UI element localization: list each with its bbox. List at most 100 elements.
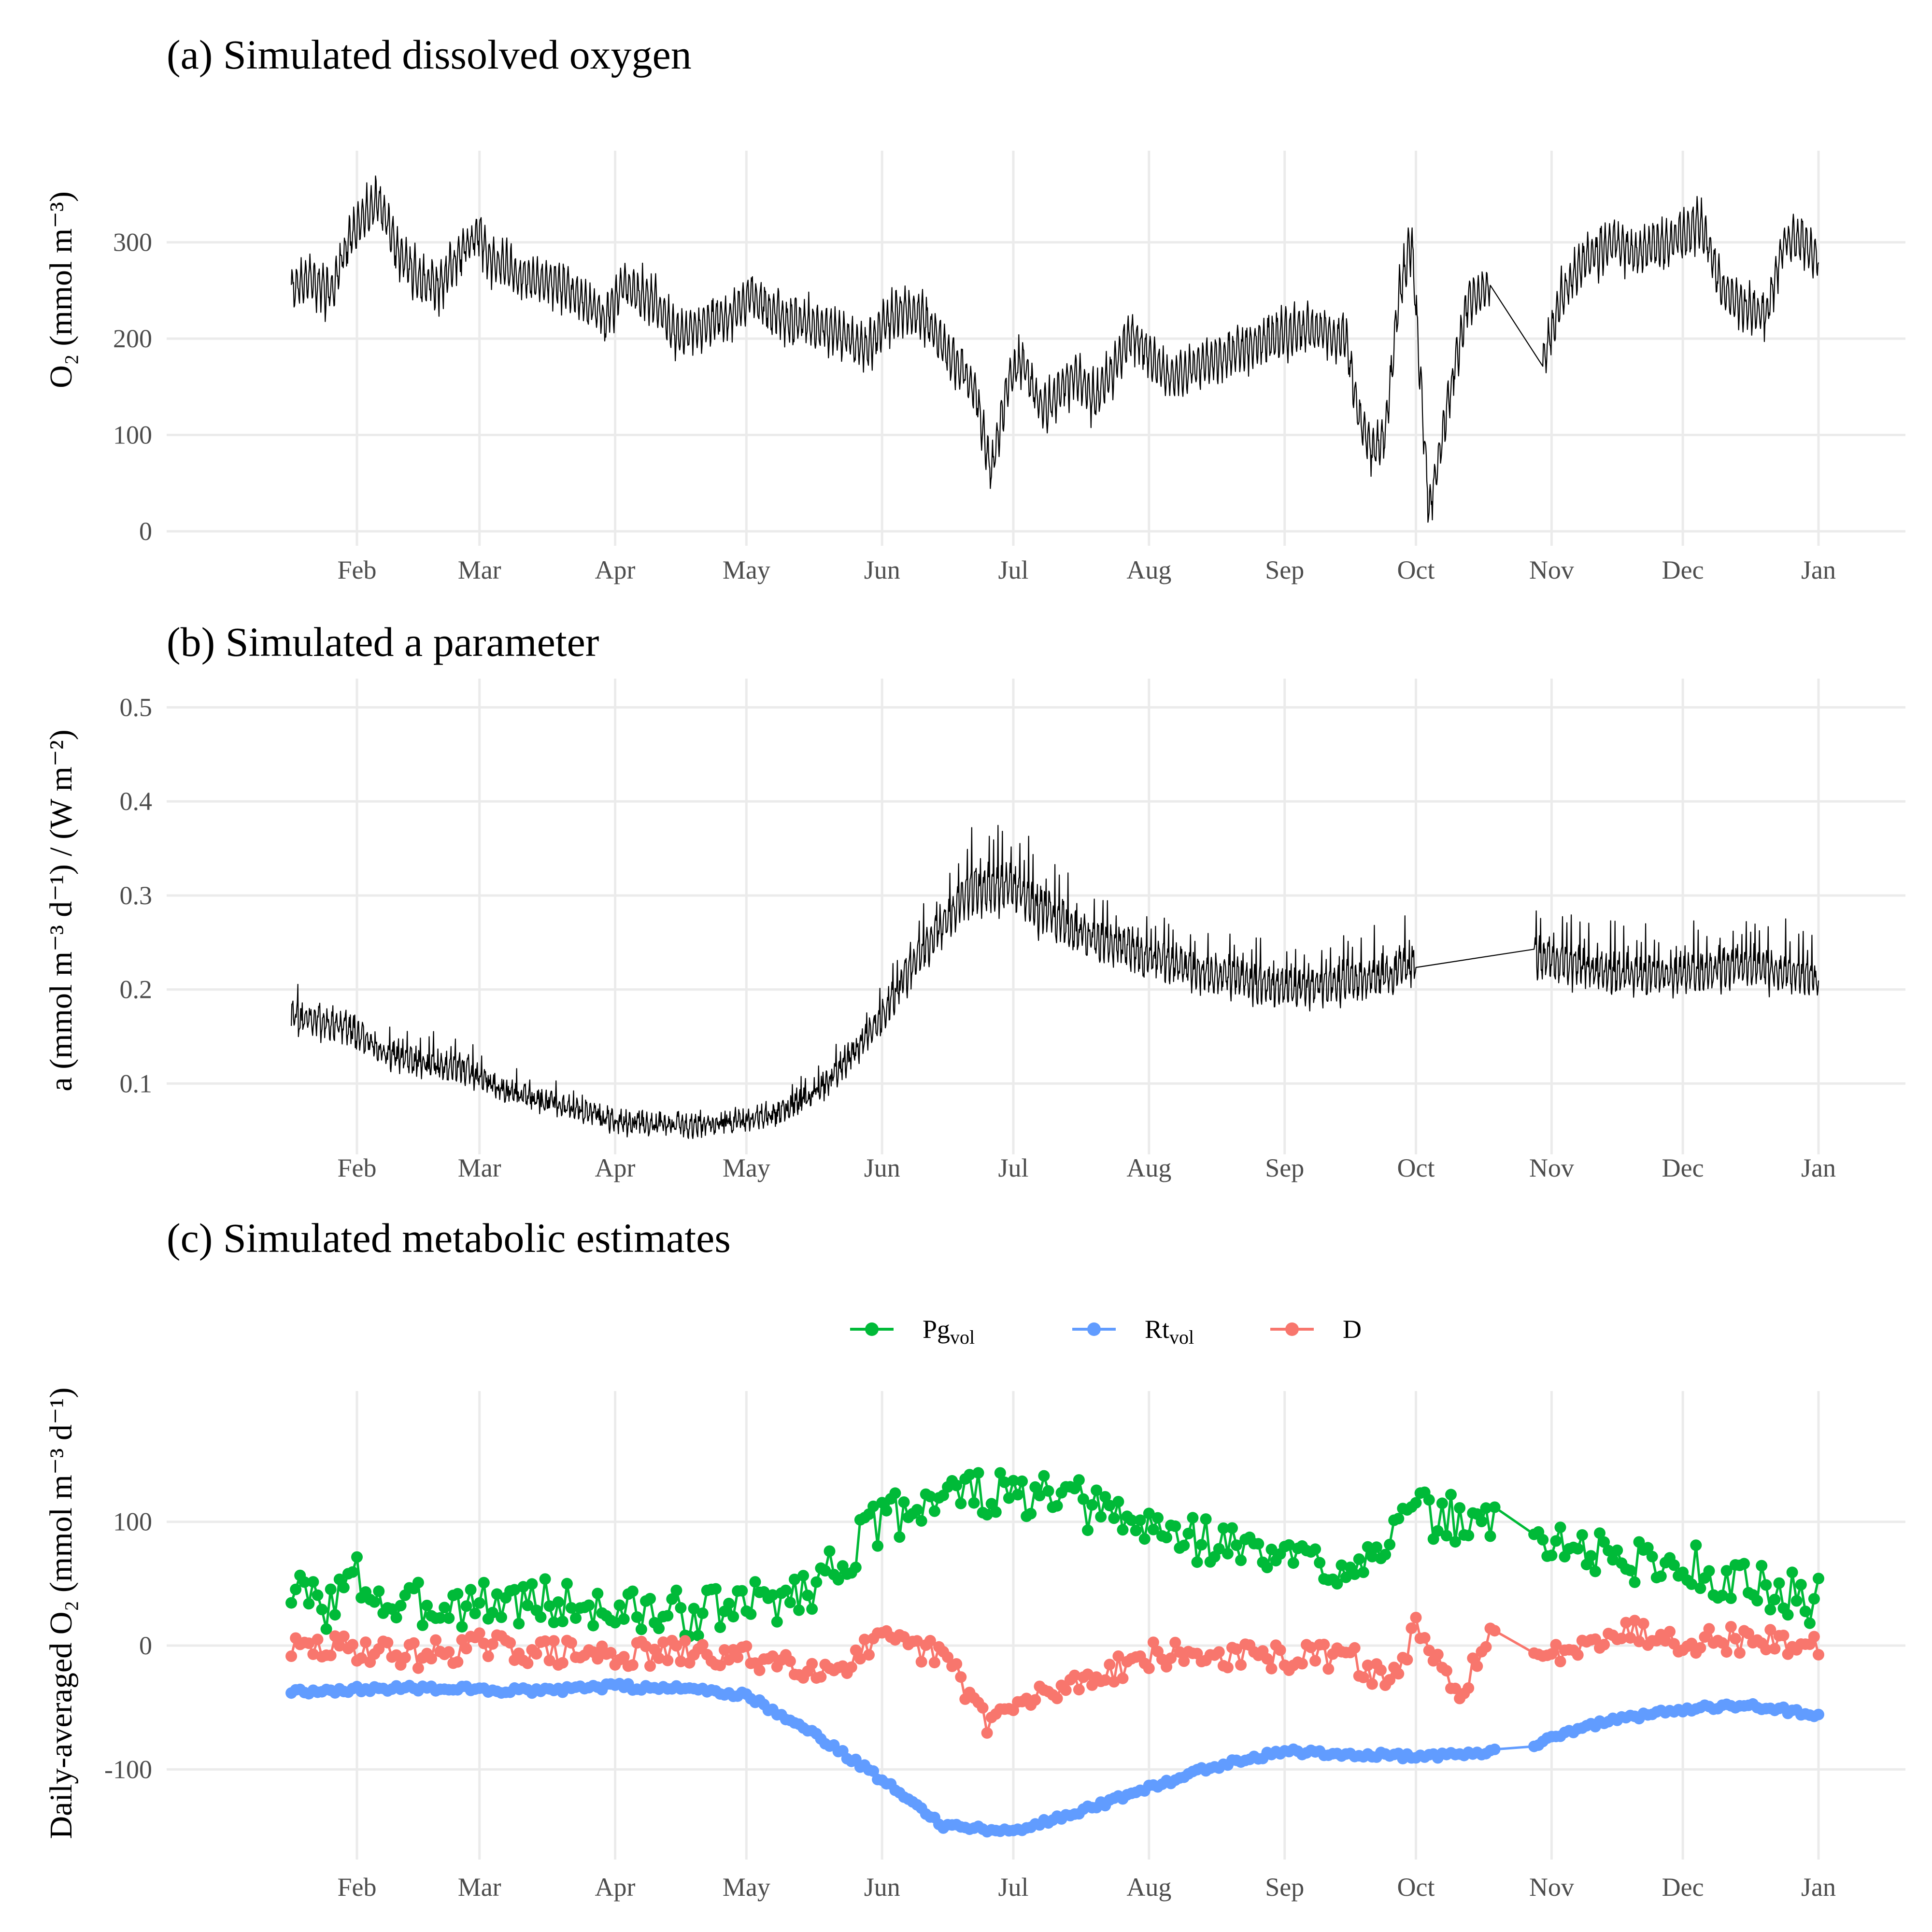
- data-point-pg: [307, 1576, 319, 1588]
- data-point-d: [1274, 1644, 1286, 1656]
- data-point-d: [605, 1647, 617, 1659]
- x-tick-label: Sep: [1265, 555, 1304, 584]
- data-point-d: [1349, 1642, 1361, 1654]
- x-tick-label: Oct: [1397, 1153, 1435, 1182]
- data-point-d: [1392, 1668, 1405, 1680]
- data-point-pg: [951, 1479, 963, 1492]
- data-point-pg: [434, 1612, 446, 1624]
- data-point-pg: [1195, 1539, 1208, 1551]
- panel-dissolved-oxygen: (a) Simulated dissolved oxygen 0 100 200 30…: [43, 31, 1905, 584]
- panel-title: (c) Simulated metabolic estimates: [167, 1215, 731, 1261]
- data-point-pg: [1349, 1568, 1361, 1580]
- data-point-d: [1108, 1676, 1120, 1688]
- data-point-pg: [369, 1596, 381, 1608]
- data-point-pg: [1585, 1550, 1597, 1562]
- y-tick-label: -100: [104, 1755, 152, 1784]
- data-point-d: [285, 1650, 298, 1662]
- plot-layer: [291, 824, 1819, 1139]
- y-tick-label: 100: [113, 1507, 152, 1536]
- legend-key-point: [865, 1322, 879, 1336]
- data-point-pg: [1655, 1570, 1667, 1582]
- data-point-pg: [1725, 1592, 1737, 1604]
- legend-label: D: [1343, 1315, 1362, 1344]
- data-point-pg: [1440, 1530, 1452, 1542]
- data-point-d: [1808, 1631, 1820, 1643]
- data-point-d: [1637, 1618, 1649, 1630]
- data-point-pg: [565, 1602, 577, 1614]
- data-point-pg: [1484, 1530, 1496, 1542]
- data-point-pg: [631, 1611, 643, 1623]
- data-point-d: [657, 1636, 669, 1648]
- data-point-pg: [1147, 1523, 1159, 1535]
- data-point-pg: [793, 1604, 805, 1616]
- data-point-pg: [1008, 1475, 1019, 1487]
- panel-title: (a) Simulated dissolved oxygen: [167, 31, 692, 78]
- x-tick-label: Feb: [338, 555, 377, 584]
- data-point-pg: [1235, 1554, 1247, 1566]
- data-point-d: [675, 1655, 687, 1667]
- data-point-pg: [832, 1574, 844, 1586]
- data-point-pg: [1091, 1484, 1103, 1496]
- data-point-d: [1174, 1646, 1186, 1658]
- data-point-pg: [1117, 1524, 1129, 1536]
- data-point-pg: [443, 1612, 455, 1624]
- data-point-d: [1112, 1650, 1124, 1662]
- data-point-d: [539, 1635, 551, 1647]
- data-point-d: [1222, 1662, 1234, 1674]
- data-point-pg: [1187, 1512, 1199, 1524]
- data-point-d: [1235, 1659, 1247, 1671]
- x-tick-label: Sep: [1265, 1153, 1304, 1182]
- data-point-pg: [881, 1505, 893, 1517]
- data-point-d: [1401, 1654, 1413, 1666]
- data-point-pg: [1366, 1550, 1378, 1563]
- data-point-pg: [964, 1469, 976, 1481]
- data-point-pg: [1694, 1582, 1706, 1594]
- data-point-pg: [1371, 1541, 1382, 1553]
- data-point-pg: [1261, 1562, 1273, 1574]
- data-point-pg: [1287, 1557, 1299, 1569]
- data-point-pg: [535, 1611, 547, 1623]
- data-point-pg: [998, 1476, 1010, 1488]
- data-point-pg: [1756, 1560, 1768, 1572]
- data-point-pg: [1068, 1482, 1080, 1494]
- data-point-d: [719, 1644, 730, 1656]
- data-point-pg: [285, 1597, 298, 1609]
- legend-key-point: [1087, 1322, 1101, 1336]
- data-point-pg: [1025, 1507, 1037, 1520]
- data-point-d: [1362, 1659, 1374, 1671]
- data-point-pg: [1082, 1524, 1094, 1536]
- data-point-pg: [810, 1576, 823, 1588]
- data-point-d: [859, 1634, 870, 1646]
- data-point-pg: [990, 1506, 1002, 1518]
- data-point-pg: [1476, 1516, 1488, 1527]
- data-point-pg: [513, 1618, 525, 1630]
- data-point-d: [1616, 1633, 1628, 1645]
- data-point-pg: [924, 1491, 936, 1503]
- data-point-pg: [1309, 1543, 1321, 1555]
- data-point-pg: [421, 1600, 433, 1611]
- plot-layer: [285, 1467, 1824, 1838]
- data-point-pg: [552, 1596, 564, 1608]
- data-point-pg: [539, 1573, 551, 1585]
- data-point-d: [640, 1640, 652, 1652]
- data-point-pg: [972, 1467, 984, 1479]
- data-point-pg: [867, 1500, 880, 1512]
- data-point-pg: [745, 1608, 757, 1620]
- y-axis-title: O₂ (mmol m⁻³): [43, 191, 79, 388]
- data-point-pg: [1668, 1559, 1680, 1571]
- data-point-d: [1143, 1662, 1155, 1675]
- data-point-pg: [618, 1613, 630, 1625]
- data-point-pg: [1423, 1494, 1435, 1506]
- x-tick-label: Jan: [1801, 1873, 1836, 1902]
- data-point-pg: [561, 1577, 573, 1590]
- x-tick-label: Jul: [998, 1873, 1028, 1902]
- data-point-pg: [469, 1607, 481, 1619]
- data-point-d: [1309, 1655, 1321, 1667]
- data-point-pg: [1392, 1513, 1405, 1525]
- series-line: [291, 175, 1819, 523]
- data-point-pg: [1773, 1577, 1785, 1589]
- data-point-pg: [981, 1509, 993, 1520]
- data-point-pg: [1790, 1595, 1803, 1607]
- data-point-pg: [1265, 1543, 1278, 1555]
- data-point-d: [1410, 1612, 1422, 1623]
